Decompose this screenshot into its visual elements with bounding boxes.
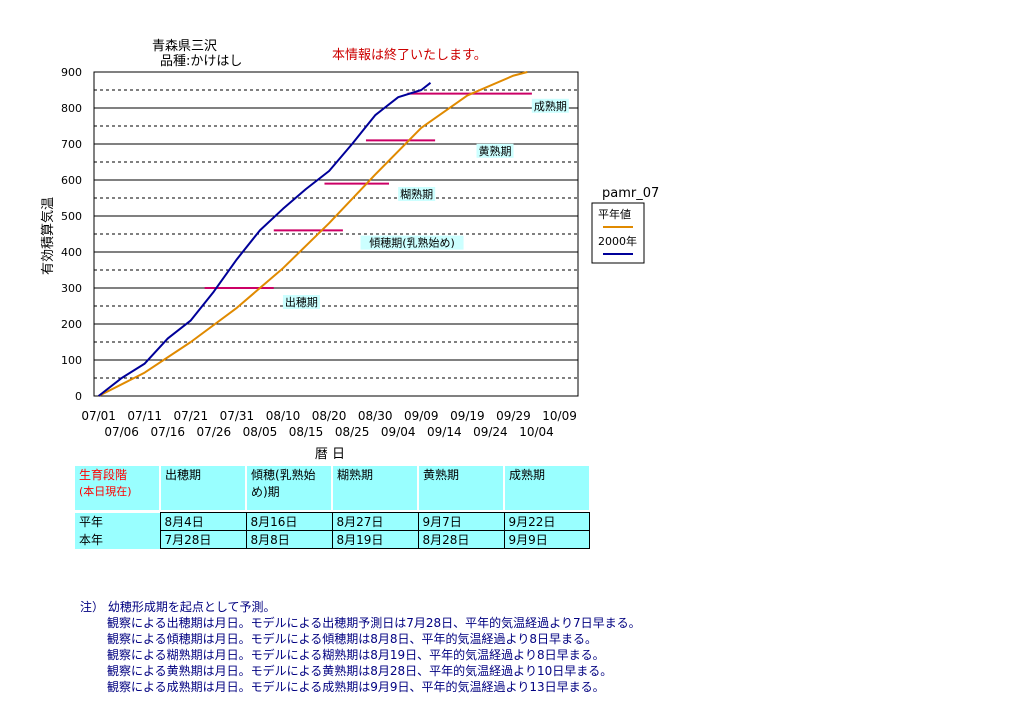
- x-tick-label: 07/01: [81, 409, 116, 423]
- x-tick-label: 07/21: [174, 409, 209, 423]
- series-lines: [97, 71, 528, 397]
- series-line-normal: [98, 71, 528, 397]
- x-tick-label: 07/16: [150, 425, 185, 439]
- series-line-current: [97, 82, 432, 397]
- table-cell: 8月19日: [331, 530, 419, 549]
- stage-label-bg: [282, 295, 320, 309]
- corner-label: 生育段階: [79, 468, 128, 482]
- x-tick-label: 08/30: [358, 409, 393, 423]
- x-tick-label: 09/24: [473, 425, 508, 439]
- table-row: 本年 7月28日 8月8日 8月19日 8月28日 9月9日: [75, 530, 590, 549]
- y-tick-labels: 0 100 200 300 400 500 600 700 800 900: [61, 66, 82, 403]
- table-cell: 9月7日: [417, 512, 505, 531]
- stage-label-bg: [531, 98, 569, 113]
- table-row: 平年 8月4日 8月16日 8月27日 9月7日 9月22日: [75, 512, 590, 531]
- stage-label-bg: [360, 235, 464, 250]
- x-tick-label: 08/10: [266, 409, 301, 423]
- stage-label: 成熟期: [531, 98, 569, 113]
- stage-label: 糊熟期: [398, 187, 436, 201]
- table-cell: 9月22日: [503, 512, 590, 531]
- legend-normal-label: 平年値: [598, 207, 631, 221]
- x-tick-labels: 07/01 07/11 07/21 07/31 08/10 08/20 08/30 09/09…: [81, 409, 577, 439]
- y-tick-label: 200: [61, 318, 82, 331]
- table-cell: 8月8日: [245, 530, 333, 549]
- table-cell: 9月9日: [503, 530, 590, 549]
- table-cell: 8月4日: [159, 512, 247, 531]
- note-line: 観察による出穂期は月日。モデルによる出穂期予測日は7月28日、平年的気温経過より…: [107, 616, 641, 630]
- location-label: 青森県三沢: [152, 39, 218, 54]
- x-tick-label: 07/31: [220, 409, 255, 423]
- note-line: 観察による黄熟期は月日。モデルによる黄熟期は8月28日、平年的気温経過より10日…: [107, 664, 613, 678]
- stage-header: 傾穂(乳熟始め)期: [245, 466, 332, 510]
- y-tick-label: 300: [61, 282, 82, 295]
- y-tick-label: 100: [61, 354, 82, 367]
- note-line: 観察による糊熟期は月日。モデルによる糊熟期は8月19日、平年的気温経過より8日早…: [107, 648, 605, 662]
- stage-labels: 出穂期 傾穂期(乳熟始め) 糊熟期 黄熟期 成熟期: [282, 98, 569, 309]
- y-tick-label: 700: [61, 138, 82, 151]
- stage-label: 傾穂期(乳熟始め): [360, 235, 464, 250]
- y-tick-label: 800: [61, 102, 82, 115]
- x-tick-label: 09/04: [381, 425, 416, 439]
- x-axis-label: 暦 日: [315, 447, 345, 462]
- x-tick-label: 10/04: [519, 425, 554, 439]
- stage-label-text: 出穂期: [285, 295, 318, 309]
- table-cell: 8月27日: [331, 512, 419, 531]
- stage-header: 黄熟期: [417, 466, 504, 510]
- stage-label: 黄熟期: [476, 143, 514, 158]
- x-tick-label: 07/11: [127, 409, 162, 423]
- notes-head: 注） 幼穂形成期を起点として予測。: [80, 600, 276, 614]
- x-tick-label: 09/19: [450, 409, 485, 423]
- legend-title: pamr_07: [602, 186, 659, 201]
- corner-sublabel: (本日現在): [79, 485, 132, 498]
- x-tick-label: 08/15: [289, 425, 324, 439]
- stage-header: 糊熟期: [331, 466, 418, 510]
- y-tick-label: 500: [61, 210, 82, 223]
- stage-label: 出穂期: [282, 295, 320, 309]
- stage-label-text: 糊熟期: [400, 187, 433, 201]
- x-tick-label: 09/14: [427, 425, 462, 439]
- x-tick-label: 09/09: [404, 409, 439, 423]
- stage-label-text: 成熟期: [534, 99, 567, 113]
- notice-text: 本情報は終了いたします。: [332, 48, 487, 63]
- y-tick-label: 0: [75, 390, 82, 403]
- x-tick-label: 07/26: [197, 425, 232, 439]
- stage-table-corner: 生育段階 (本日現在): [75, 466, 160, 510]
- x-tick-label: 08/25: [335, 425, 370, 439]
- y-tick-label: 400: [61, 246, 82, 259]
- table-cell: 8月16日: [245, 512, 333, 531]
- note-line: 観察による成熟期は月日。モデルによる成熟期は9月9日、平年的気温経過より13日早…: [107, 680, 605, 694]
- y-tick-label: 600: [61, 174, 82, 187]
- y-tick-label: 900: [61, 66, 82, 79]
- variety-label: 品種:かけはし: [160, 54, 243, 69]
- x-tick-label: 08/20: [312, 409, 347, 423]
- x-tick-label: 08/05: [243, 425, 278, 439]
- x-tick-label: 09/29: [496, 409, 531, 423]
- stage-header: 成熟期: [503, 466, 589, 510]
- note-line: 観察による傾穂期は月日。モデルによる傾穂期は8月8日、平年的気温経過より8日早ま…: [107, 632, 597, 646]
- stage-table: 生育段階 (本日現在) 出穂期 傾穂(乳熟始め)期 糊熟期 黄熟期 成熟期 平年…: [75, 466, 590, 549]
- x-tick-label: 10/09: [542, 409, 577, 423]
- stage-label-bg: [476, 143, 514, 158]
- stage-label-bg: [398, 187, 436, 201]
- row-label: 本年: [75, 530, 160, 549]
- stage-label-text: 傾穂期(乳熟始め): [369, 236, 455, 250]
- stage-label-text: 黄熟期: [479, 144, 512, 158]
- table-cell: 7月28日: [159, 530, 247, 549]
- stage-header: 出穂期: [159, 466, 246, 510]
- x-tick-label: 07/06: [104, 425, 139, 439]
- stage-table-header-row: 生育段階 (本日現在) 出穂期 傾穂(乳熟始め)期 糊熟期 黄熟期 成熟期: [75, 466, 589, 510]
- y-axis-label: 有効積算気温: [40, 197, 56, 275]
- row-label: 平年: [75, 512, 160, 531]
- table-cell: 8月28日: [417, 530, 505, 549]
- legend-current-label: 2000年: [598, 234, 637, 248]
